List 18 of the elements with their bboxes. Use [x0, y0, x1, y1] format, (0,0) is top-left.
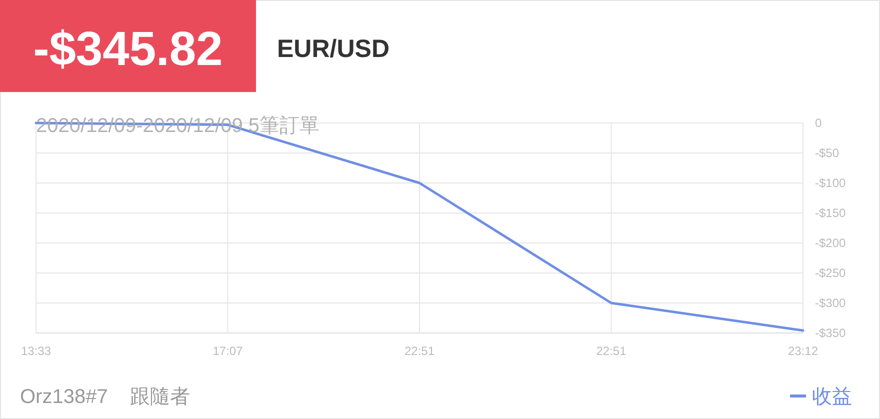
y-tick-label: -$300 [815, 296, 846, 310]
chart-subtitle: EUR/USD [277, 35, 390, 63]
y-tick-label: -$50 [815, 146, 840, 160]
legend-label: 收益 [812, 386, 852, 408]
x-tick-label: 22:51 [596, 344, 627, 358]
y-tick-label: -$100 [815, 176, 846, 190]
y-tick-label: -$350 [815, 326, 846, 340]
x-tick-label: 17:07 [212, 344, 244, 358]
chart-title: -$345.82 [33, 23, 223, 76]
x-tick-label: 22:51 [404, 344, 435, 358]
text: Orz138#7 [20, 386, 108, 408]
y-tick-label: -$150 [815, 206, 846, 220]
text: 跟隨者 [130, 386, 190, 408]
y-tick-label: 0 [815, 116, 822, 130]
y-tick-label: -$200 [815, 236, 846, 250]
y-tick-label: -$250 [815, 266, 846, 280]
x-tick-label: 13:33 [20, 344, 52, 358]
x-tick-label: 23:12 [788, 344, 818, 358]
